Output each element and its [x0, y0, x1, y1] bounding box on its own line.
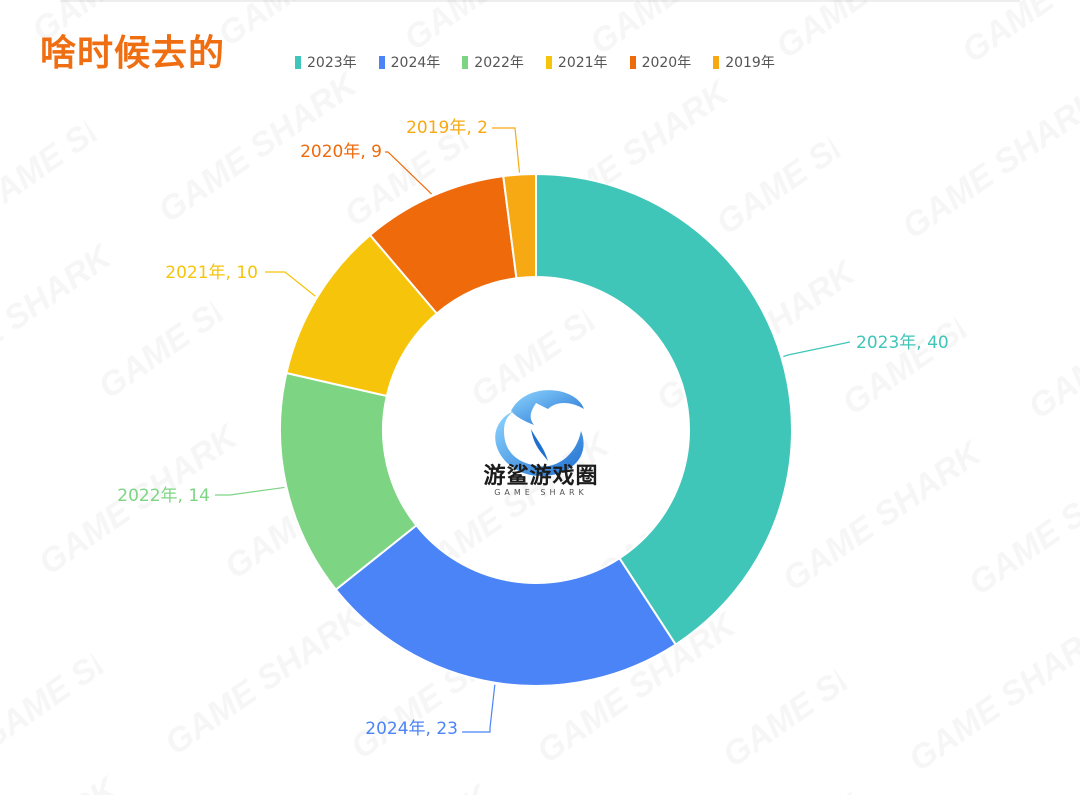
data-label-2022年: 2022年, 14	[117, 486, 210, 506]
legend-item-0[interactable]: 2023年	[295, 52, 357, 72]
legend-swatch	[295, 55, 301, 69]
legend-label: 2023年	[307, 55, 357, 71]
legend-label: 2024年	[390, 55, 441, 71]
legend-label: 2021年	[557, 55, 608, 71]
legend-swatch	[629, 55, 636, 69]
data-label-2019年: 2019年, 2	[406, 118, 488, 138]
leader-line-2019年	[492, 127, 521, 173]
data-label-2024年: 2024年, 23	[365, 719, 458, 739]
donut-slice-2023年[interactable]	[535, 172, 793, 646]
legend-item-5[interactable]: 2019年	[713, 52, 775, 72]
leader-line-2022年	[215, 486, 285, 496]
legend-label: 2020年	[641, 55, 692, 71]
chart-legend: 2023年 2024年 2022年 2021年 2020年 2019年	[295, 52, 775, 72]
leader-line-2024年	[462, 684, 496, 733]
legend-swatch	[462, 55, 469, 69]
legend-item-2[interactable]: 2022年	[462, 52, 524, 72]
leader-line-2020年	[385, 151, 432, 195]
legend-swatch	[378, 55, 385, 69]
chart-title: 啥时候去的	[40, 33, 226, 74]
leader-line-2023年	[783, 341, 851, 358]
legend-swatch	[545, 55, 552, 69]
shark-logo-icon	[495, 390, 584, 476]
legend-label: 2019年	[725, 55, 775, 71]
donut-slice-2024年[interactable]	[334, 523, 678, 687]
legend-item-3[interactable]: 2021年	[545, 52, 608, 72]
legend-swatch	[713, 55, 720, 69]
legend-item-1[interactable]: 2024年	[378, 52, 441, 72]
data-label-2020年: 2020年, 9	[300, 142, 382, 162]
legend-item-4[interactable]: 2020年	[629, 52, 692, 72]
brand-name-en: GAME SHARK	[494, 488, 588, 497]
brand-name: 游鲨游戏圈	[483, 464, 599, 489]
leader-line-2021年	[265, 271, 316, 297]
donut-slice-2019年[interactable]	[502, 172, 537, 280]
legend-label: 2022年	[474, 55, 524, 71]
data-label-2021年: 2021年, 10	[165, 263, 258, 283]
data-label-2023年: 2023年, 40	[856, 333, 949, 353]
